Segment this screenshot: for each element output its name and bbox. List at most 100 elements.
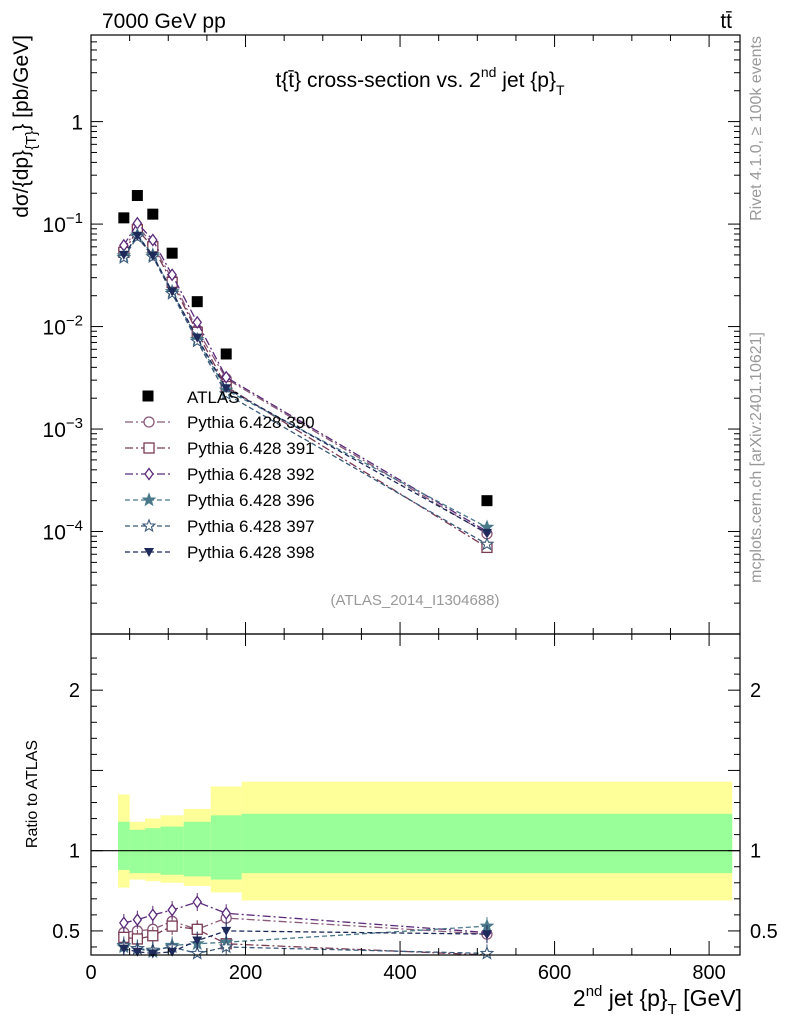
ratio-line-2 [123, 901, 488, 934]
ratio-ytick-label: 1 [69, 841, 80, 863]
series-marker-2 [167, 268, 177, 282]
main-ytick-label: 10−3 [43, 415, 83, 442]
ratio-marker-2 [119, 916, 129, 930]
series-line-5 [123, 234, 488, 534]
ratio-line-3 [123, 925, 488, 953]
ylabel-main: dσ/{dp} [10, 150, 33, 218]
legend-label-3: Pythia 6.428 396 [187, 491, 315, 510]
series-marker-2 [148, 233, 158, 247]
ylabel-tail: } [pb/GeV] [10, 35, 33, 131]
ratio-marker-1 [166, 920, 178, 932]
main-ytick-label: 10−4 [43, 518, 83, 545]
xlabel-pre: 2 [573, 985, 586, 1011]
legend-label-atlas: ATLAS [187, 388, 240, 407]
band-green [241, 813, 733, 874]
ratio-marker-5 [481, 930, 492, 940]
xlabel-tail: [GeV] [677, 985, 742, 1011]
ratio-xtick-labels: 0 200 400 600 800 [85, 962, 725, 984]
atlas-data-point [166, 247, 178, 259]
ylabel-sub: {T} [23, 131, 40, 150]
atlas-data-point [481, 495, 493, 507]
main-axis-ticks [90, 34, 740, 634]
ratio-line-1 [123, 925, 488, 956]
ratio-frame [90, 633, 741, 956]
ratio-xtick-label: 200 [229, 962, 262, 984]
ratio-ytick-label: 2 [69, 680, 80, 702]
series-marker-4 [479, 536, 495, 551]
analysis-watermark: (ATLAS_2014_I1304688) [330, 592, 499, 609]
ratio-marker-4 [189, 945, 205, 960]
legend-marker-atlas [142, 390, 154, 402]
main-ylabel: dσ/{dp}{T}} [pb/GeV] [10, 35, 40, 218]
ratio-ytick-labels: 0.5 0.5 1 1 2 2 [52, 680, 778, 943]
ratio-xtick-label: 400 [383, 962, 416, 984]
ratio-xtick-label: 600 [538, 962, 571, 984]
main-ytick-label: 10−1 [43, 210, 83, 237]
xlabel-sup: nd [586, 983, 603, 1000]
process-label: tt̄ [720, 10, 732, 33]
atlas-data-point [191, 296, 203, 308]
series-marker-5 [147, 251, 158, 261]
series-marker-5 [167, 287, 178, 297]
ratio-marker-2 [132, 913, 143, 927]
title-tail: jet {p} [496, 69, 556, 92]
ratio-xtick-label: 0 [85, 962, 96, 984]
legend-label-5: Pythia 6.428 398 [187, 543, 315, 562]
ratio-marker-4 [218, 939, 234, 954]
series-marker-5 [192, 333, 203, 343]
ratio-marker-5 [118, 944, 129, 954]
x-axis-label: 2nd jet {p}T [GeV] [573, 983, 742, 1018]
energy-label: 7000 GeV pp [102, 10, 226, 33]
main-ytick-label: 10−2 [43, 313, 83, 340]
ratio-marker-2 [167, 903, 177, 917]
legend-label-0: Pythia 6.428 390 [187, 413, 315, 432]
ratio-marker-1 [147, 930, 159, 942]
title-sup: nd [481, 64, 497, 80]
series-marker-2 [192, 315, 203, 329]
legend-marker-2 [144, 467, 154, 481]
series-marker-5 [481, 528, 492, 538]
rivet-label: Rivet 4.1.0, ≥ 100k events [748, 36, 765, 221]
ratio-marker-5 [221, 926, 232, 936]
legend-marker-5 [144, 548, 154, 557]
xlabel-sub: T [668, 1001, 677, 1018]
series-marker-5 [221, 384, 232, 394]
series-line-0 [123, 225, 488, 535]
series-marker-5 [118, 250, 129, 260]
atlas-data-point [147, 208, 159, 220]
uncertainty-bands [91, 781, 740, 901]
band-green [183, 821, 211, 877]
main-ytick-label: 1 [71, 112, 83, 135]
atlas-data-points [118, 190, 493, 507]
main-title: t{t̄} cross-section vs. 2nd jet {p}T [275, 64, 565, 98]
ratio-marker-5 [132, 947, 143, 957]
legend-label-2: Pythia 6.428 392 [187, 465, 315, 484]
ratio-marker-2 [221, 906, 232, 920]
ratio-marker-5 [167, 947, 178, 957]
ratio-xtick-label: 800 [692, 962, 725, 984]
ratio-ytick-label-right: 2 [750, 680, 761, 702]
xlabel-mid: jet {p} [602, 985, 668, 1011]
ratio-ylabel: Ratio to ATLAS [24, 740, 41, 848]
ratio-panel: 0.5 0.51 12 2 0 200 400 600 800 Ratio to ATLAS … [24, 633, 778, 1018]
band-green [210, 815, 242, 880]
main-ytick-labels: 10−4 10−3 10−2 10−1 1 [43, 112, 83, 545]
ratio-marker-5 [192, 936, 203, 946]
ratio-series-group [116, 893, 495, 960]
atlas-data-point [131, 190, 143, 202]
ratio-marker-4 [479, 945, 495, 960]
ratio-ytick-label: 0.5 [52, 921, 80, 943]
legend-label-4: Pythia 6.428 397 [187, 517, 315, 536]
band-green [129, 829, 146, 874]
ratio-marker-5 [147, 949, 158, 959]
ratio-ytick-label-right: 0.5 [750, 921, 778, 943]
legend-label-1: Pythia 6.428 391 [187, 439, 315, 458]
mcplots-label: mcplots.cern.ch [arXiv:2401.10621] [748, 332, 765, 583]
series-marker-4 [218, 386, 234, 401]
ratio-ytick-label-right: 1 [750, 841, 761, 863]
main-panel: t{t̄} cross-section vs. 2nd jet {p}T dσ/… [10, 34, 741, 635]
legend-marker-4 [141, 518, 157, 533]
series-marker-5 [132, 231, 143, 241]
atlas-data-point [220, 348, 232, 360]
ratio-line-5 [123, 930, 488, 955]
